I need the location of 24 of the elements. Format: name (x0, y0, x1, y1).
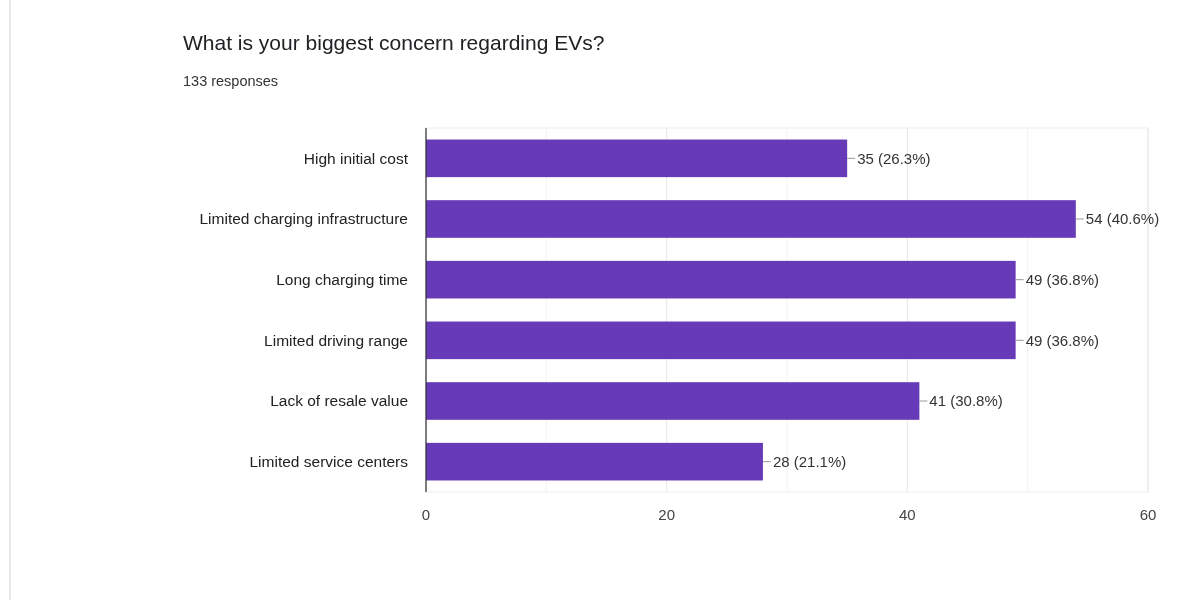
bar (426, 442, 763, 481)
data-label: 28 (21.1%) (772, 452, 847, 470)
bar (426, 139, 848, 178)
data-label: 35 (26.3%) (857, 149, 931, 167)
y-tick-label: High initial cost (303, 149, 409, 167)
bar (426, 382, 920, 420)
x-tick-label: 60 (1139, 506, 1157, 523)
bar (426, 321, 1016, 360)
bar (426, 200, 1076, 238)
y-tick-label: Long charging time (276, 271, 408, 289)
data-label: 54 (40.6%) (1085, 210, 1160, 228)
x-tick-label: 0 (421, 506, 431, 523)
y-tick-label: Limited driving range (264, 331, 408, 349)
data-label: 41 (30.8%) (929, 392, 1003, 410)
y-tick-label: Lack of resale value (270, 392, 408, 410)
data-label: 49 (36.8%) (1025, 270, 1100, 288)
x-tick-label: 20 (658, 506, 676, 523)
y-tick-label: Limited service centers (249, 453, 409, 471)
x-tick-label: 40 (898, 506, 916, 523)
bar (426, 260, 1016, 299)
chart-title: What is your biggest concern regarding EVs? (183, 31, 605, 54)
data-label: 49 (36.8%) (1025, 331, 1100, 349)
text: 133 responses (183, 73, 279, 89)
y-tick-label: Limited charging infrastructure (199, 210, 408, 228)
